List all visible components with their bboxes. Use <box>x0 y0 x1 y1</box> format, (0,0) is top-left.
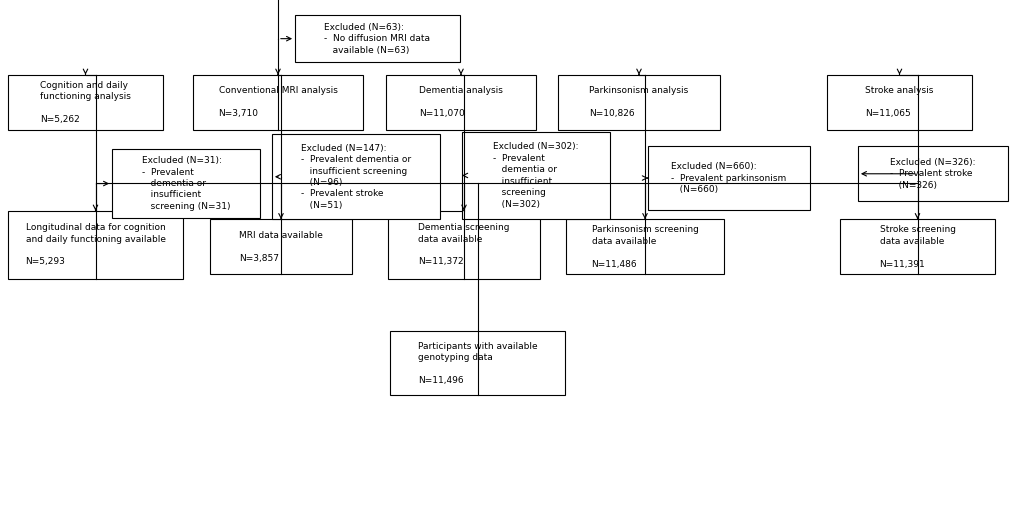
Text: Conventional MRI analysis

N=3,710: Conventional MRI analysis N=3,710 <box>218 87 337 119</box>
Text: MRI data available

N=3,857: MRI data available N=3,857 <box>238 231 323 263</box>
Text: Cognition and daily
functioning analysis

N=5,262: Cognition and daily functioning analysis… <box>40 81 130 124</box>
Text: Participants with available
genotyping data

N=11,496: Participants with available genotyping d… <box>417 342 537 385</box>
Text: Longitudinal data for cognition
and daily functioning available

N=5,293: Longitudinal data for cognition and dail… <box>25 223 165 266</box>
Bar <box>112 149 260 218</box>
Bar <box>294 15 460 62</box>
Text: Dementia analysis

N=11,070: Dementia analysis N=11,070 <box>419 87 502 119</box>
Bar <box>272 134 439 219</box>
Bar <box>387 211 539 279</box>
Text: Parkinsonism analysis

N=10,826: Parkinsonism analysis N=10,826 <box>589 87 688 119</box>
Bar <box>840 219 994 274</box>
Text: Excluded (N=31):
-  Prevalent
   dementia or
   insufficient
   screening (N=31): Excluded (N=31): - Prevalent dementia or… <box>142 156 230 211</box>
Text: Stroke analysis

N=11,065: Stroke analysis N=11,065 <box>864 87 932 119</box>
Bar <box>193 75 363 130</box>
Text: Dementia screening
data available

N=11,372: Dementia screening data available N=11,3… <box>418 223 510 266</box>
Bar <box>8 75 163 130</box>
Text: Excluded (N=660):
-  Prevalent parkinsonism
   (N=660): Excluded (N=660): - Prevalent parkinsoni… <box>671 162 786 194</box>
Bar <box>8 211 182 279</box>
Bar <box>210 219 352 274</box>
Bar <box>826 75 971 130</box>
Text: Excluded (N=302):
-  Prevalent
   dementia or
   insufficient
   screening
   (N: Excluded (N=302): - Prevalent dementia o… <box>493 143 578 209</box>
Text: Excluded (N=63):
-  No diffusion MRI data
   available (N=63): Excluded (N=63): - No diffusion MRI data… <box>324 23 430 54</box>
Text: Parkinsonism screening
data available

N=11,486: Parkinsonism screening data available N=… <box>591 225 698 269</box>
Bar <box>462 132 609 219</box>
Text: Excluded (N=326):
-  Prevalent stroke
   (N=326): Excluded (N=326): - Prevalent stroke (N=… <box>890 158 975 190</box>
Bar <box>566 219 723 274</box>
Bar <box>389 331 565 395</box>
Text: Excluded (N=147):
-  Prevalent dementia or
   insufficient screening
   (N=96)
-: Excluded (N=147): - Prevalent dementia o… <box>301 144 411 210</box>
Text: Stroke screening
data available

N=11,391: Stroke screening data available N=11,391 <box>878 225 955 269</box>
Bar <box>557 75 719 130</box>
Bar <box>385 75 535 130</box>
Bar <box>857 146 1007 202</box>
Bar <box>647 146 809 210</box>
